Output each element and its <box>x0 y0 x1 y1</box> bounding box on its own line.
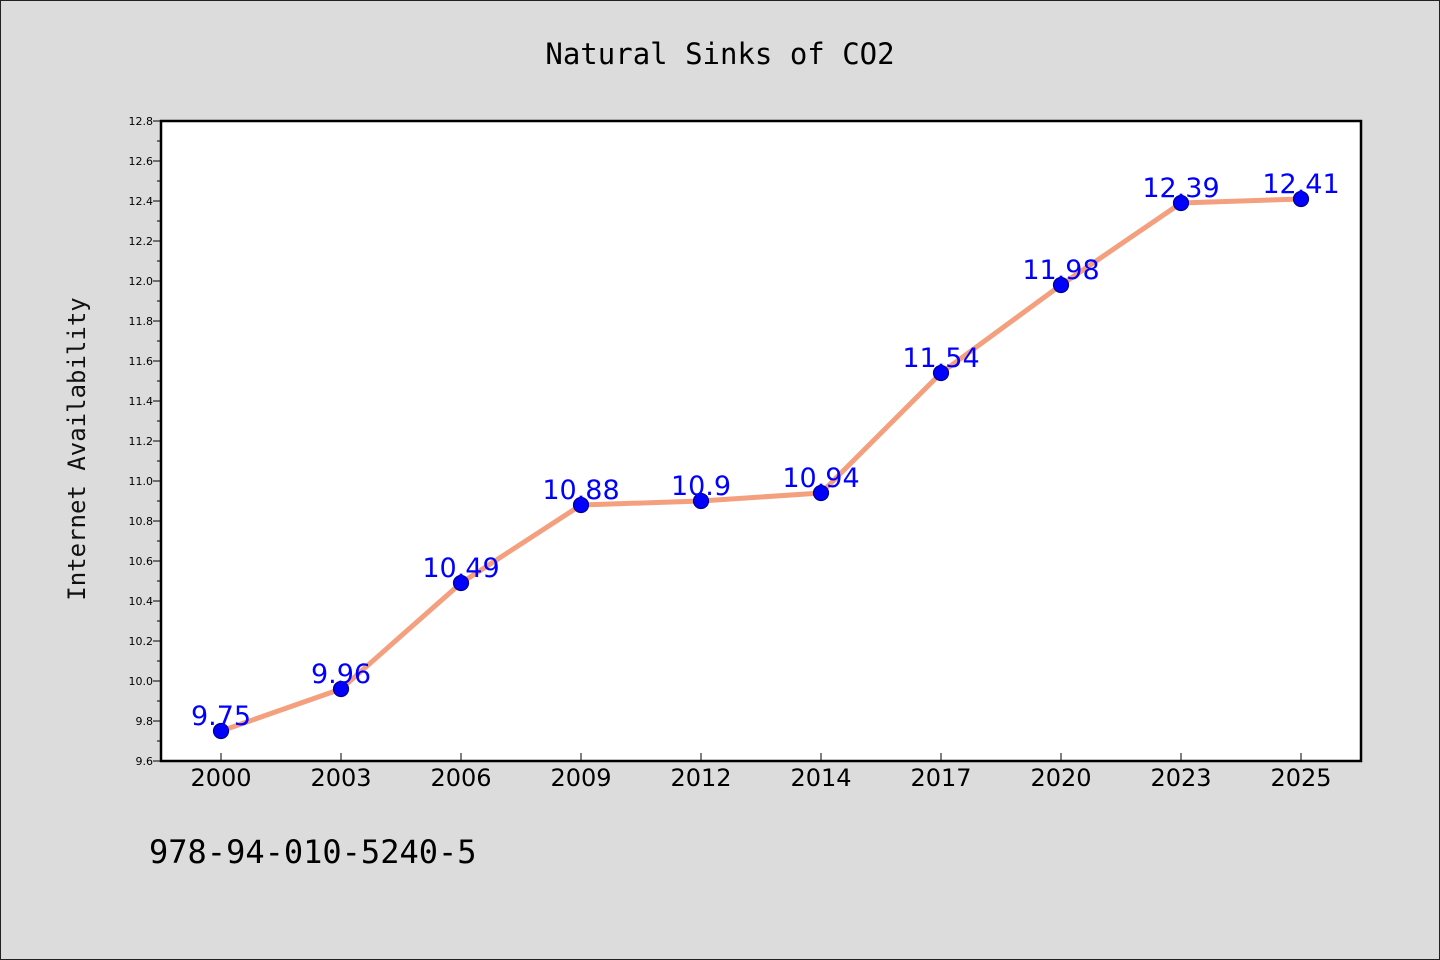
data-point <box>932 364 950 382</box>
y-tick-label: 10.4 <box>129 595 154 608</box>
y-tick-label: 9.6 <box>136 755 154 768</box>
data-label: 9.75 <box>191 701 251 732</box>
data-label: 12.41 <box>1262 169 1339 200</box>
y-axis: 9.6 9.8 10.0 10.2 10.4 10.6 10.8 11.0 11.2 11.4 11… <box>129 115 161 768</box>
data-labels: 9.75 9.96 10.49 10.88 10.9 10.94 11.54 11.98 12.… <box>191 169 1340 732</box>
y-tick-label: 11.0 <box>129 475 154 488</box>
y-tick-label: 11.6 <box>129 355 154 368</box>
y-tick-label: 11.2 <box>129 435 154 448</box>
x-tick-label: 2009 <box>550 764 611 792</box>
y-tick-label: 10.8 <box>129 515 154 528</box>
x-tick-label: 2000 <box>190 764 251 792</box>
data-point <box>692 492 710 510</box>
y-tick-label: 11.8 <box>129 315 154 328</box>
plot-area <box>161 121 1361 761</box>
footer-code: 978-94-010-5240-5 <box>149 833 477 871</box>
data-label: 11.54 <box>902 343 979 374</box>
x-tick-label: 2025 <box>1270 764 1331 792</box>
y-tick-label: 10.0 <box>129 675 154 688</box>
y-tick-label: 12.6 <box>129 155 154 168</box>
data-point <box>1052 276 1070 294</box>
data-label: 10.9 <box>671 471 731 502</box>
x-tick-label: 2003 <box>310 764 371 792</box>
data-label: 11.98 <box>1022 255 1099 286</box>
data-label: 10.94 <box>782 463 859 494</box>
chart-title: Natural Sinks of CO2 <box>545 37 894 71</box>
x-tick-label: 2006 <box>430 764 491 792</box>
data-point <box>812 484 830 502</box>
y-tick-label: 12.8 <box>129 115 154 128</box>
data-label: 10.88 <box>542 475 619 506</box>
y-tick-label: 12.4 <box>129 195 154 208</box>
y-tick-label: 12.2 <box>129 235 154 248</box>
x-tick-label: 2012 <box>670 764 731 792</box>
data-point <box>572 496 590 514</box>
y-tick-label: 10.2 <box>129 635 154 648</box>
data-label: 12.39 <box>1142 173 1219 204</box>
data-label: 10.49 <box>422 553 499 584</box>
y-tick-label: 12.0 <box>129 275 154 288</box>
x-axis: 2000 2003 2006 2009 2012 2014 2017 2020 2023 2025 <box>190 753 1332 792</box>
y-tick-label: 11.4 <box>129 395 154 408</box>
series-group <box>212 190 1310 740</box>
data-point <box>332 680 350 698</box>
data-point <box>212 722 230 740</box>
data-point <box>1292 190 1310 208</box>
y-tick-label: 9.8 <box>136 715 154 728</box>
x-tick-label: 2014 <box>790 764 851 792</box>
data-point <box>452 574 470 592</box>
x-tick-label: 2017 <box>910 764 971 792</box>
data-point <box>1172 194 1190 212</box>
y-axis-label: Internet Availability <box>63 297 91 600</box>
plot-frame <box>159 119 1363 763</box>
data-label: 9.96 <box>311 659 371 690</box>
y-tick-label: 10.6 <box>129 555 154 568</box>
x-tick-label: 2023 <box>1150 764 1211 792</box>
x-tick-label: 2020 <box>1030 764 1091 792</box>
series-line <box>218 196 1304 734</box>
